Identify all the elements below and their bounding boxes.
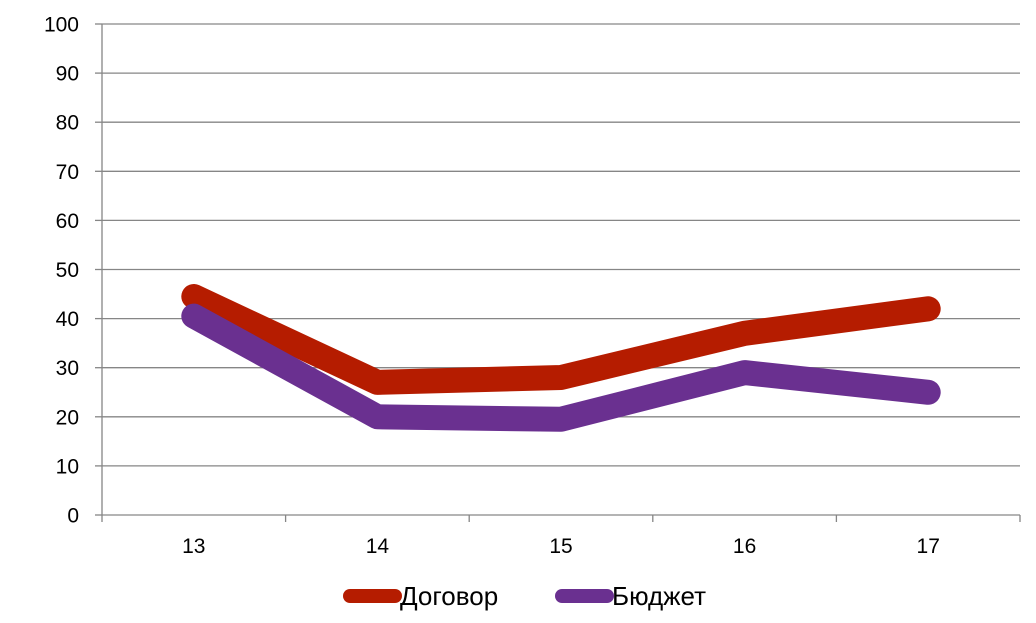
y-tick-label: 30 bbox=[56, 357, 79, 380]
series-line-byudzhet bbox=[181, 303, 941, 432]
y-tick-label: 60 bbox=[56, 210, 79, 233]
x-tick-label: 14 bbox=[366, 535, 390, 558]
y-tick-label: 0 bbox=[67, 505, 79, 528]
y-tick-label: 90 bbox=[56, 63, 79, 86]
legend-item-dogovor: Договор bbox=[343, 581, 498, 611]
x-tick-label: 16 bbox=[733, 535, 756, 558]
x-axis-tick-labels: 13 14 15 16 17 bbox=[182, 535, 940, 558]
y-tick-label: 10 bbox=[56, 455, 79, 478]
legend: Договор Бюджет bbox=[343, 581, 706, 611]
series-line-dogovor bbox=[181, 284, 941, 395]
y-tick-label: 20 bbox=[56, 406, 79, 429]
y-tick-label: 80 bbox=[56, 112, 79, 135]
y-tick-label: 50 bbox=[56, 259, 79, 282]
y-tick-label: 40 bbox=[56, 308, 79, 331]
y-tick-label: 70 bbox=[56, 161, 79, 184]
axes bbox=[95, 23, 1021, 522]
series-lines bbox=[181, 284, 941, 432]
legend-label-dogovor: Договор bbox=[400, 581, 498, 611]
y-axis-tick-labels: 0 10 20 30 40 50 60 70 80 90 100 bbox=[44, 14, 79, 528]
x-tick-label: 13 bbox=[182, 535, 205, 558]
x-tick-label: 17 bbox=[917, 535, 940, 558]
legend-item-byudzhet: Бюджет bbox=[555, 581, 706, 611]
legend-label-byudzhet: Бюджет bbox=[612, 581, 706, 611]
x-tick-label: 15 bbox=[549, 535, 572, 558]
y-tick-label: 100 bbox=[44, 14, 79, 37]
